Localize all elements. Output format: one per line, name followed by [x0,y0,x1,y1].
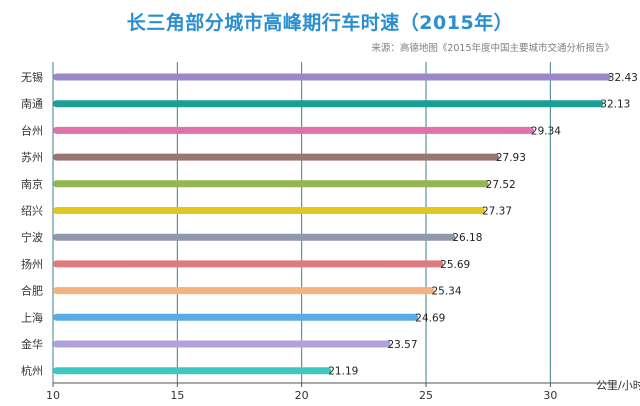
category-label-2: 南通 [21,98,43,111]
value-label-8: 25.69 [440,259,470,271]
category-label-9: 合肥 [21,284,43,298]
bar-7 [53,233,456,241]
value-label-6: 27.37 [482,206,512,218]
category-label-12: 杭州 [21,364,43,378]
value-label-1: 32.43 [608,72,638,84]
value-label-12: 21.19 [328,366,358,378]
x-tick-label-15: 15 [170,389,184,402]
value-label-9: 25.34 [431,286,461,298]
category-label-4: 苏州 [21,151,43,164]
category-label-5: 南京 [21,177,43,191]
bar-1 [53,73,611,81]
bar-11 [53,340,391,348]
bar-9 [53,287,435,295]
bar-3 [53,126,534,134]
bar-5 [53,180,489,188]
value-label-2: 32.13 [600,99,630,111]
value-label-11: 23.57 [387,339,417,351]
category-label-7: 宁波 [21,230,43,244]
x-tick-label-10: 10 [46,389,60,402]
value-label-3: 29.34 [531,125,561,137]
chart-title: 长三角部分城市高峰期行车时速（2015年） [126,12,514,34]
bar-4 [53,153,499,161]
value-label-10: 24.69 [415,312,445,324]
bar-12 [53,367,332,375]
bar-2 [53,100,604,108]
category-label-8: 扬州 [21,257,43,271]
bar-8 [53,260,444,268]
value-label-4: 27.93 [496,152,526,164]
category-label-11: 金华 [21,337,43,351]
bar-10 [53,313,419,321]
value-label-5: 27.52 [486,179,516,191]
x-tick-label-20: 20 [295,389,309,402]
value-label-7: 26.18 [452,232,482,244]
category-label-10: 上海 [21,310,43,324]
bar-6 [53,207,485,214]
category-label-1: 无锡 [21,70,43,84]
x-tick-label-25: 25 [419,389,433,402]
x-tick-label-30: 30 [543,389,557,402]
category-label-6: 绍兴 [21,204,43,218]
category-label-3: 台州 [21,123,43,137]
chart-source: 来源：高德地图《2015年度中国主要城市交通分析报告》 [371,43,614,54]
x-axis-unit-label: 公里/小时 [596,379,640,392]
